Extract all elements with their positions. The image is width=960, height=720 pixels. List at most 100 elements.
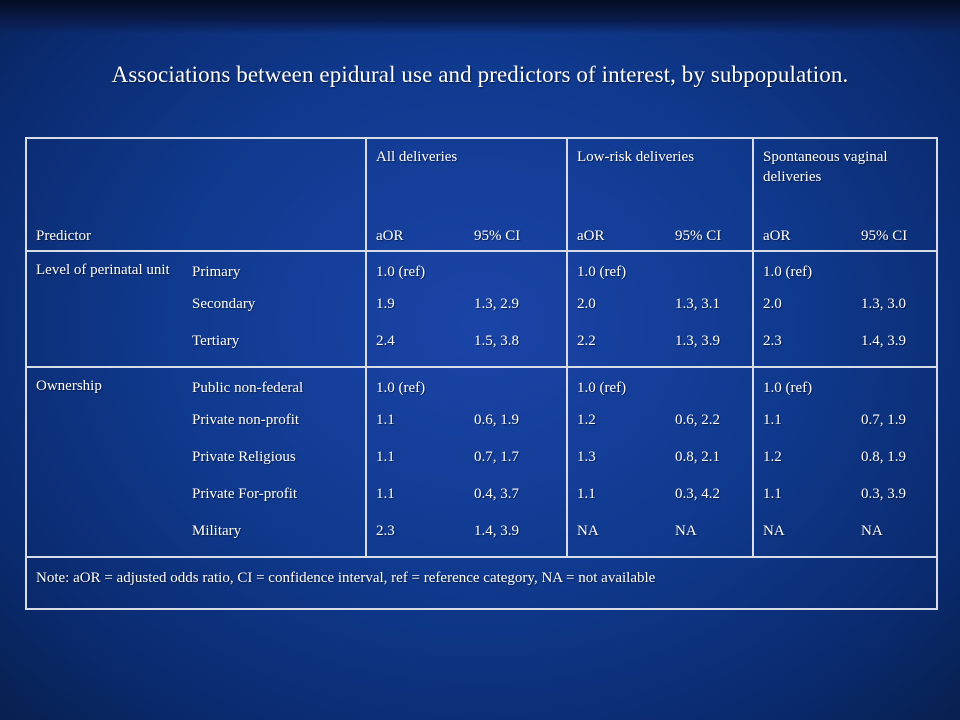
cell-lowrisk: 1.3 0.8, 2.1 bbox=[566, 445, 753, 482]
ci-value: 1.5, 3.8 bbox=[474, 333, 519, 349]
ci-value: 0.7, 1.7 bbox=[474, 449, 519, 465]
row-label: Private Religious bbox=[192, 449, 296, 465]
aor-value: 1.1 bbox=[577, 486, 596, 502]
cell-all: 1.1 0.6, 1.9 bbox=[365, 408, 567, 445]
aor-value: 1.9 bbox=[376, 296, 395, 312]
table-row: Private Religious 1.1 0.7, 1.7 1.3 0.8, 2.… bbox=[26, 445, 937, 482]
cell-lowrisk: 1.0 (ref) bbox=[566, 366, 753, 408]
aor-value: 1.0 (ref) bbox=[763, 380, 813, 396]
section-label: Level of perinatal unit bbox=[26, 250, 192, 367]
aor-value: 1.0 (ref) bbox=[376, 264, 426, 280]
slide-title: Associations between epidural use and pr… bbox=[111, 62, 849, 87]
aor-value: 1.1 bbox=[763, 486, 782, 502]
aor-value: 1.0 (ref) bbox=[376, 380, 426, 396]
ci-value: 1.3, 3.1 bbox=[675, 296, 720, 312]
ci-value: 0.6, 2.2 bbox=[675, 412, 720, 428]
header-group-lowrisk: Low-risk deliveries bbox=[566, 138, 753, 205]
cell-lowrisk: 2.0 1.3, 3.1 bbox=[566, 292, 753, 329]
header-ci: 95% CI bbox=[675, 228, 722, 244]
cell-lowrisk: 1.2 0.6, 2.2 bbox=[566, 408, 753, 445]
row-label: Tertiary bbox=[192, 333, 240, 349]
cell-svd: 1.0 (ref) bbox=[752, 250, 937, 292]
cell-lowrisk: NA NA bbox=[566, 519, 753, 557]
results-table: All deliveries Low-risk deliveries Spont… bbox=[25, 137, 938, 610]
header-group-all: All deliveries bbox=[365, 138, 567, 205]
ci-value: NA bbox=[861, 523, 883, 539]
aor-value: 2.0 bbox=[577, 296, 596, 312]
header-aor: aOR bbox=[577, 228, 605, 244]
aor-value: NA bbox=[763, 523, 785, 539]
note-row: Note: aOR = adjusted odds ratio, CI = co… bbox=[26, 556, 937, 609]
header-ci: 95% CI bbox=[861, 228, 908, 244]
row-label: Military bbox=[192, 523, 242, 539]
ci-value: 1.4, 3.9 bbox=[861, 333, 906, 349]
slide-top-band bbox=[0, 0, 960, 34]
aor-value: 1.1 bbox=[376, 486, 395, 502]
cell-svd: 1.1 0.3, 3.9 bbox=[752, 482, 937, 519]
row-label: Secondary bbox=[192, 296, 256, 312]
table-row: Level of perinatal unit Primary 1.0 (ref… bbox=[26, 250, 937, 367]
aor-value: 1.3 bbox=[577, 449, 596, 465]
ci-value: 1.4, 3.9 bbox=[474, 523, 519, 539]
cell-lowrisk: 1.1 0.3, 4.2 bbox=[566, 482, 753, 519]
aor-value: 1.1 bbox=[376, 449, 395, 465]
cell-all: 1.0 (ref) bbox=[365, 366, 567, 408]
ci-value: 0.8, 2.1 bbox=[675, 449, 720, 465]
header-aor: aOR bbox=[376, 228, 404, 244]
header-aor: aOR bbox=[763, 228, 791, 244]
header-blank bbox=[26, 138, 366, 205]
aor-value: 2.3 bbox=[376, 523, 395, 539]
cell-svd: 1.1 0.7, 1.9 bbox=[752, 408, 937, 445]
row-label: Primary bbox=[192, 250, 366, 292]
cell-svd: NA NA bbox=[752, 519, 937, 557]
aor-value: 1.2 bbox=[577, 412, 596, 428]
aor-value: 1.0 (ref) bbox=[763, 264, 813, 280]
cell-lowrisk: 1.0 (ref) bbox=[566, 250, 753, 292]
aor-value: 2.3 bbox=[763, 333, 782, 349]
cell-svd: 2.0 1.3, 3.0 bbox=[752, 292, 937, 329]
table-row: Secondary 1.9 1.3, 2.9 2.0 1.3, 3.1 2.0 1.3… bbox=[26, 292, 937, 329]
header-predictor: Predictor bbox=[36, 228, 91, 244]
cell-all: 1.0 (ref) bbox=[365, 250, 567, 292]
cell-all: 1.9 1.3, 2.9 bbox=[365, 292, 567, 329]
cell-svd: 1.0 (ref) bbox=[752, 366, 937, 408]
ci-value: 0.3, 4.2 bbox=[675, 486, 720, 502]
aor-value: 1.0 (ref) bbox=[577, 380, 627, 396]
table-row: Ownership Public non-federal 1.0 (ref) 1… bbox=[26, 366, 937, 557]
ci-value: 0.7, 1.9 bbox=[861, 412, 906, 428]
header-sub-svd: aOR 95% CI bbox=[752, 205, 937, 251]
cell-all: 2.3 1.4, 3.9 bbox=[365, 519, 567, 557]
ci-value: 0.6, 1.9 bbox=[474, 412, 519, 428]
header-ci: 95% CI bbox=[474, 228, 521, 244]
cell-lowrisk: 2.2 1.3, 3.9 bbox=[566, 329, 753, 367]
ci-value: 1.3, 3.0 bbox=[861, 296, 906, 312]
ci-value: NA bbox=[675, 523, 697, 539]
header-group-row: All deliveries Low-risk deliveries Spont… bbox=[26, 138, 937, 205]
table-row: Tertiary 2.4 1.5, 3.8 2.2 1.3, 3.9 2.3 1.4,… bbox=[26, 329, 937, 367]
cell-all: 2.4 1.5, 3.8 bbox=[365, 329, 567, 367]
ci-value: 0.8, 1.9 bbox=[861, 449, 906, 465]
cell-svd: 2.3 1.4, 3.9 bbox=[752, 329, 937, 367]
aor-value: 2.4 bbox=[376, 333, 395, 349]
section-label: Ownership bbox=[26, 366, 192, 557]
header-sub-row: Predictor aOR 95% CI aOR 95% CI aOR 95% CI bbox=[26, 205, 937, 251]
table-note: Note: aOR = adjusted odds ratio, CI = co… bbox=[26, 556, 937, 609]
aor-value: 2.0 bbox=[763, 296, 782, 312]
ci-value: 0.4, 3.7 bbox=[474, 486, 519, 502]
row-label: Private non-profit bbox=[192, 412, 300, 428]
aor-value: 2.2 bbox=[577, 333, 596, 349]
aor-value: 1.1 bbox=[376, 412, 395, 428]
header-sub-all: aOR 95% CI bbox=[365, 205, 567, 251]
ci-value: 0.3, 3.9 bbox=[861, 486, 906, 502]
aor-value: 1.1 bbox=[763, 412, 782, 428]
ci-value: 1.3, 2.9 bbox=[474, 296, 519, 312]
aor-value: 1.2 bbox=[763, 449, 782, 465]
header-sub-lowrisk: aOR 95% CI bbox=[566, 205, 753, 251]
table-row: Military 2.3 1.4, 3.9 NA NA NA NA bbox=[26, 519, 937, 557]
aor-value: 1.0 (ref) bbox=[577, 264, 627, 280]
cell-svd: 1.2 0.8, 1.9 bbox=[752, 445, 937, 482]
table-row: Private non-profit 1.1 0.6, 1.9 1.2 0.6, 2… bbox=[26, 408, 937, 445]
cell-all: 1.1 0.7, 1.7 bbox=[365, 445, 567, 482]
ci-value: 1.3, 3.9 bbox=[675, 333, 720, 349]
header-group-svd: Spontaneous vaginal deliveries bbox=[752, 138, 937, 205]
